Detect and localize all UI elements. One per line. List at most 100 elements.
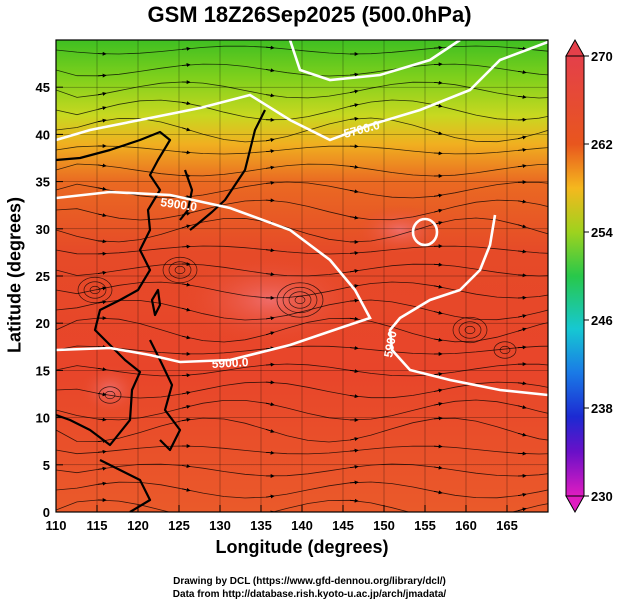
contour-label: 5900 <box>381 329 399 358</box>
wind-arrow <box>265 165 275 170</box>
wind-arrow <box>97 239 107 244</box>
streamline <box>56 217 548 243</box>
wind-arrow <box>433 80 443 85</box>
wind-arrow <box>265 331 275 336</box>
wind-arrow <box>349 215 359 220</box>
wind-arrow <box>517 507 527 512</box>
hot-region <box>180 255 360 345</box>
height-contours <box>56 40 548 397</box>
wind-arrow <box>433 262 443 267</box>
hot-region <box>80 365 140 415</box>
contour-5800 <box>288 40 461 82</box>
x-tick-label: 130 <box>209 518 231 533</box>
x-tick-label: 135 <box>250 518 272 533</box>
x-tick-label: 150 <box>373 518 395 533</box>
streamline <box>56 63 548 77</box>
wind-arrow <box>349 251 359 256</box>
wind-arrow <box>517 405 527 409</box>
streamline <box>56 299 548 321</box>
wind-arrow <box>433 372 443 377</box>
vortex-streamline <box>499 345 511 355</box>
wind-arrow <box>265 402 275 407</box>
y-tick-label: 10 <box>36 411 50 426</box>
wind-arrow <box>349 189 359 194</box>
wind-arrow <box>181 244 191 249</box>
wind-arrow <box>517 164 527 169</box>
vortex-streamline <box>493 341 517 359</box>
vortex-streamline <box>288 291 312 309</box>
asia-coastline <box>56 130 172 447</box>
wind-arrow <box>181 404 191 409</box>
wind-arrow <box>517 345 527 350</box>
hot-region <box>355 205 445 255</box>
wind-arrow <box>265 450 275 455</box>
x-tick-label: 160 <box>455 518 477 533</box>
vortex-streamline <box>104 390 116 400</box>
wind-arrow <box>349 448 359 453</box>
y-tick-label: 5 <box>43 458 50 473</box>
wind-arrow <box>265 429 275 433</box>
x-tick-label: 125 <box>168 518 190 533</box>
streamline <box>56 163 548 177</box>
contour-5900-east <box>388 214 548 397</box>
credit-data: Data from http://database.rish.kyoto-u.a… <box>172 589 447 600</box>
y-tick-label: 45 <box>36 80 50 95</box>
wind-arrow <box>349 269 359 274</box>
wind-arrow <box>517 70 527 75</box>
y-tick-label: 0 <box>43 505 50 520</box>
wind-arrow <box>265 272 275 277</box>
wind-arrow <box>349 298 359 303</box>
wind-arrow <box>181 390 191 395</box>
wind-arrow <box>97 213 107 218</box>
wind-arrow <box>265 248 275 253</box>
wind-arrow <box>181 46 191 51</box>
wind-arrow <box>517 327 527 332</box>
wind-arrow <box>265 68 275 73</box>
wind-arrow <box>349 394 359 399</box>
colorbar-bottom-arrow <box>565 495 585 514</box>
wind-arrow <box>433 131 443 136</box>
wind-arrow <box>181 487 191 492</box>
philippines-coastline <box>149 339 182 452</box>
y-tick-label: 20 <box>36 316 50 331</box>
wind-arrow <box>433 337 443 342</box>
streamline <box>56 345 548 355</box>
wind-arrow <box>433 388 443 393</box>
streamline <box>56 263 548 277</box>
colorbar-tick-label: 246 <box>591 313 613 328</box>
wind-arrow <box>433 402 443 406</box>
wind-arrow <box>433 151 443 156</box>
japan-coastline <box>189 109 266 231</box>
streamline <box>56 381 548 399</box>
wind-arrow <box>97 466 107 471</box>
streamline <box>56 199 548 221</box>
wind-arrow <box>433 284 443 289</box>
wind-arrow <box>517 314 527 319</box>
vortex-streamline <box>77 276 113 304</box>
wind-arrow <box>97 449 107 454</box>
y-tick-label: 25 <box>36 269 50 284</box>
wind-arrow <box>265 180 275 185</box>
wind-arrow <box>349 72 359 77</box>
vortex-streamline <box>168 261 192 279</box>
wind-arrow <box>97 163 107 168</box>
contour-5900-north <box>56 190 372 364</box>
wind-arrow <box>349 116 359 121</box>
vortex-streamline <box>458 321 482 339</box>
wind-arrow <box>181 101 191 106</box>
streamline <box>56 445 548 455</box>
contour-5700 <box>56 40 548 142</box>
colorbar-tick-label: 230 <box>591 489 613 504</box>
wind-arrow <box>97 91 107 96</box>
wind-arrow <box>97 417 107 422</box>
wind-arrow <box>97 367 107 372</box>
colorbar-body <box>565 55 585 497</box>
x-tick-label: 140 <box>291 518 313 533</box>
vortex-streamline <box>464 325 476 335</box>
wind-arrow <box>181 282 191 287</box>
wind-arrow <box>349 464 359 469</box>
streamline <box>56 45 548 55</box>
wind-arrow <box>349 369 359 374</box>
colorbar-tick-label: 270 <box>591 49 613 64</box>
wind-arrow <box>265 362 275 367</box>
